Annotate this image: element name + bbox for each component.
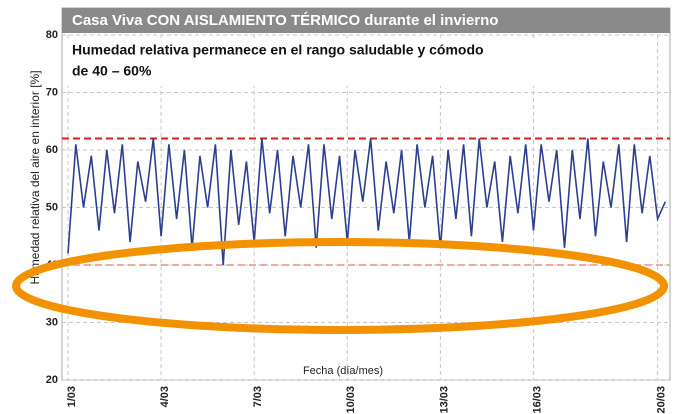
chart-subtitle: de 40 – 60%	[72, 63, 152, 79]
x-tick-label: 16/03	[531, 386, 543, 414]
data-line	[67, 138, 667, 266]
y-tick-label: 30	[46, 316, 58, 328]
y-tick-label: 80	[46, 29, 58, 41]
highlight-ellipse	[12, 238, 668, 334]
x-tick-label: 13/03	[438, 386, 450, 414]
y-tick-label: 50	[46, 201, 58, 213]
chart-subtitle: Humedad relativa permanece en el rango s…	[72, 42, 484, 58]
x-tick-label: 4/03	[159, 386, 171, 407]
y-axis-label: Humedad relativa del aire en interior [%…	[28, 70, 42, 284]
x-tick-label: 20/03	[655, 386, 667, 414]
y-tick-label: 20	[46, 374, 58, 386]
x-tick-label: 10/03	[345, 386, 357, 414]
subtitle-box	[63, 38, 563, 86]
y-tick-label: 60	[46, 144, 58, 156]
y-tick-label: 70	[46, 86, 58, 98]
title-bar	[62, 8, 670, 33]
chart-title: Casa Viva CON AISLAMIENTO TÉRMICO durant…	[72, 12, 498, 29]
x-tick-label: 1/03	[66, 386, 78, 407]
x-axis-label: Fecha (día/mes)	[303, 365, 383, 377]
x-tick-label: 7/03	[252, 386, 264, 407]
